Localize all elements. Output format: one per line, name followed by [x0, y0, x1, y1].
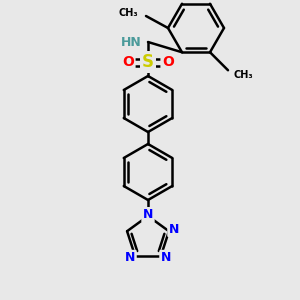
Text: CH₃: CH₃ — [233, 70, 253, 80]
Text: CH₃: CH₃ — [118, 8, 138, 18]
Text: N: N — [169, 223, 179, 236]
Text: HN: HN — [121, 35, 142, 49]
Text: O: O — [122, 55, 134, 69]
Text: N: N — [161, 251, 171, 264]
Text: O: O — [162, 55, 174, 69]
Text: S: S — [142, 53, 154, 71]
Text: N: N — [125, 251, 135, 264]
Text: N: N — [143, 208, 153, 221]
